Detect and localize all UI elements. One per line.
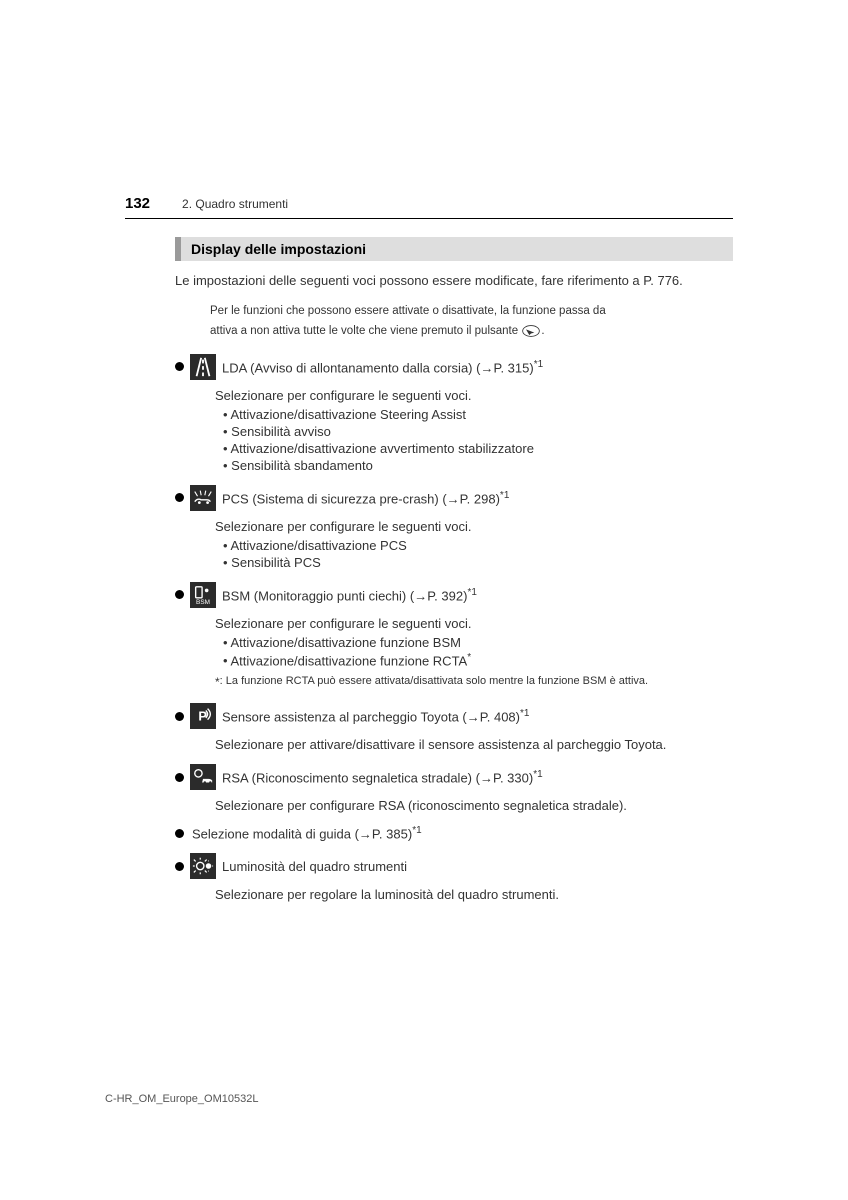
pcs-sub-2: Sensibilità PCS xyxy=(223,555,733,570)
cursor-button-icon xyxy=(521,324,541,338)
bsm-sub-2-star: * xyxy=(467,652,471,663)
footnote-text: : La funzione RCTA può essere attivata/d… xyxy=(220,675,648,687)
page-header: 132 2. Quadro strumenti xyxy=(125,195,733,219)
bsm-title: BSM (Monitoraggio punti ciechi) (→P. 392… xyxy=(222,587,477,603)
lda-sup: *1 xyxy=(534,359,543,370)
bsm-title-text: BSM (Monitoraggio punti ciechi) (→P. 392… xyxy=(222,588,467,603)
drive-mode-title-text: Selezione modalità di guida (→P. 385) xyxy=(192,826,412,841)
bullet-icon xyxy=(175,829,184,838)
item-rsa: RSA (Riconoscimento segnaletica stradale… xyxy=(175,764,733,813)
parking-sup: *1 xyxy=(520,708,529,719)
lda-sub-2: Sensibilità avviso xyxy=(223,424,733,439)
pcs-sub-1: Attivazione/disattivazione PCS xyxy=(223,538,733,553)
lda-sub-3: Attivazione/disattivazione avvertimento … xyxy=(223,441,733,456)
lda-sub-1: Attivazione/disattivazione Steering Assi… xyxy=(223,407,733,422)
subintro-line-2: attiva a non attiva tutte le volte che v… xyxy=(210,325,521,337)
bullet-icon xyxy=(175,862,184,871)
rsa-lead: Selezionare per configurare RSA (riconos… xyxy=(215,798,733,813)
bsm-sub-1: Attivazione/disattivazione funzione BSM xyxy=(223,635,733,650)
page-number: 132 xyxy=(125,195,150,212)
parking-icon: P xyxy=(190,703,216,729)
subintro-period: . xyxy=(541,325,544,337)
bullet-icon xyxy=(175,493,184,502)
lda-icon xyxy=(190,354,216,380)
document-reference: C-HR_OM_Europe_OM10532L xyxy=(105,1093,258,1105)
pcs-lead: Selezionare per configurare le seguenti … xyxy=(215,519,733,534)
subintro-text: Per le funzioni che possono essere attiv… xyxy=(210,301,733,342)
svg-text:BSM: BSM xyxy=(196,599,210,606)
intro-text: Le impostazioni delle seguenti voci poss… xyxy=(175,271,733,291)
drive-mode-sup: *1 xyxy=(412,825,421,836)
bsm-sub-2: Attivazione/disattivazione funzione RCTA… xyxy=(223,652,733,668)
drive-mode-title: Selezione modalità di guida (→P. 385)*1 xyxy=(192,825,422,841)
bullet-icon xyxy=(175,590,184,599)
pcs-title: PCS (Sistema di sicurezza pre-crash) (→P… xyxy=(222,490,509,506)
rsa-icon xyxy=(190,764,216,790)
brightness-title: Luminosità del quadro strumenti xyxy=(222,859,407,874)
bsm-icon: BSM xyxy=(190,582,216,608)
pcs-sup: *1 xyxy=(500,490,509,501)
parking-title: Sensore assistenza al parcheggio Toyota … xyxy=(222,708,529,724)
section-heading: Display delle impostazioni xyxy=(175,237,733,261)
item-lda: LDA (Avviso di allontanamento dalla cors… xyxy=(175,354,733,473)
item-brightness: Luminosità del quadro strumenti Selezion… xyxy=(175,853,733,902)
rsa-sup: *1 xyxy=(533,769,542,780)
bullet-icon xyxy=(175,362,184,371)
item-parking: P Sensore assistenza al parcheggio Toyot… xyxy=(175,703,733,752)
subintro-line-1: Per le funzioni che possono essere attiv… xyxy=(210,305,606,317)
rsa-title-text: RSA (Riconoscimento segnaletica stradale… xyxy=(222,770,533,785)
parking-lead: Selezionare per attivare/disattivare il … xyxy=(215,737,733,752)
item-drive-mode: Selezione modalità di guida (→P. 385)*1 xyxy=(175,825,733,841)
brightness-lead: Selezionare per regolare la luminosità d… xyxy=(215,887,733,902)
bullet-icon xyxy=(175,712,184,721)
bsm-footnote: *: La funzione RCTA può essere attivata/… xyxy=(215,674,733,691)
bsm-lead: Selezionare per configurare le seguenti … xyxy=(215,616,733,631)
lda-sub-4: Sensibilità sbandamento xyxy=(223,458,733,473)
bullet-icon xyxy=(175,773,184,782)
item-bsm: BSM BSM (Monitoraggio punti ciechi) (→P.… xyxy=(175,582,733,691)
bsm-sub-2-text: Attivazione/disattivazione funzione RCTA xyxy=(230,653,467,668)
chapter-title: 2. Quadro strumenti xyxy=(182,197,288,211)
item-pcs: PCS (Sistema di sicurezza pre-crash) (→P… xyxy=(175,485,733,570)
lda-title: LDA (Avviso di allontanamento dalla cors… xyxy=(222,359,543,375)
bsm-sup: *1 xyxy=(467,587,476,598)
brightness-icon xyxy=(190,853,216,879)
rsa-title: RSA (Riconoscimento segnaletica stradale… xyxy=(222,769,543,785)
lda-title-text: LDA (Avviso di allontanamento dalla cors… xyxy=(222,360,534,375)
parking-title-text: Sensore assistenza al parcheggio Toyota … xyxy=(222,709,520,724)
pcs-title-text: PCS (Sistema di sicurezza pre-crash) (→P… xyxy=(222,491,500,506)
lda-lead: Selezionare per configurare le seguenti … xyxy=(215,388,733,403)
pcs-icon xyxy=(190,485,216,511)
